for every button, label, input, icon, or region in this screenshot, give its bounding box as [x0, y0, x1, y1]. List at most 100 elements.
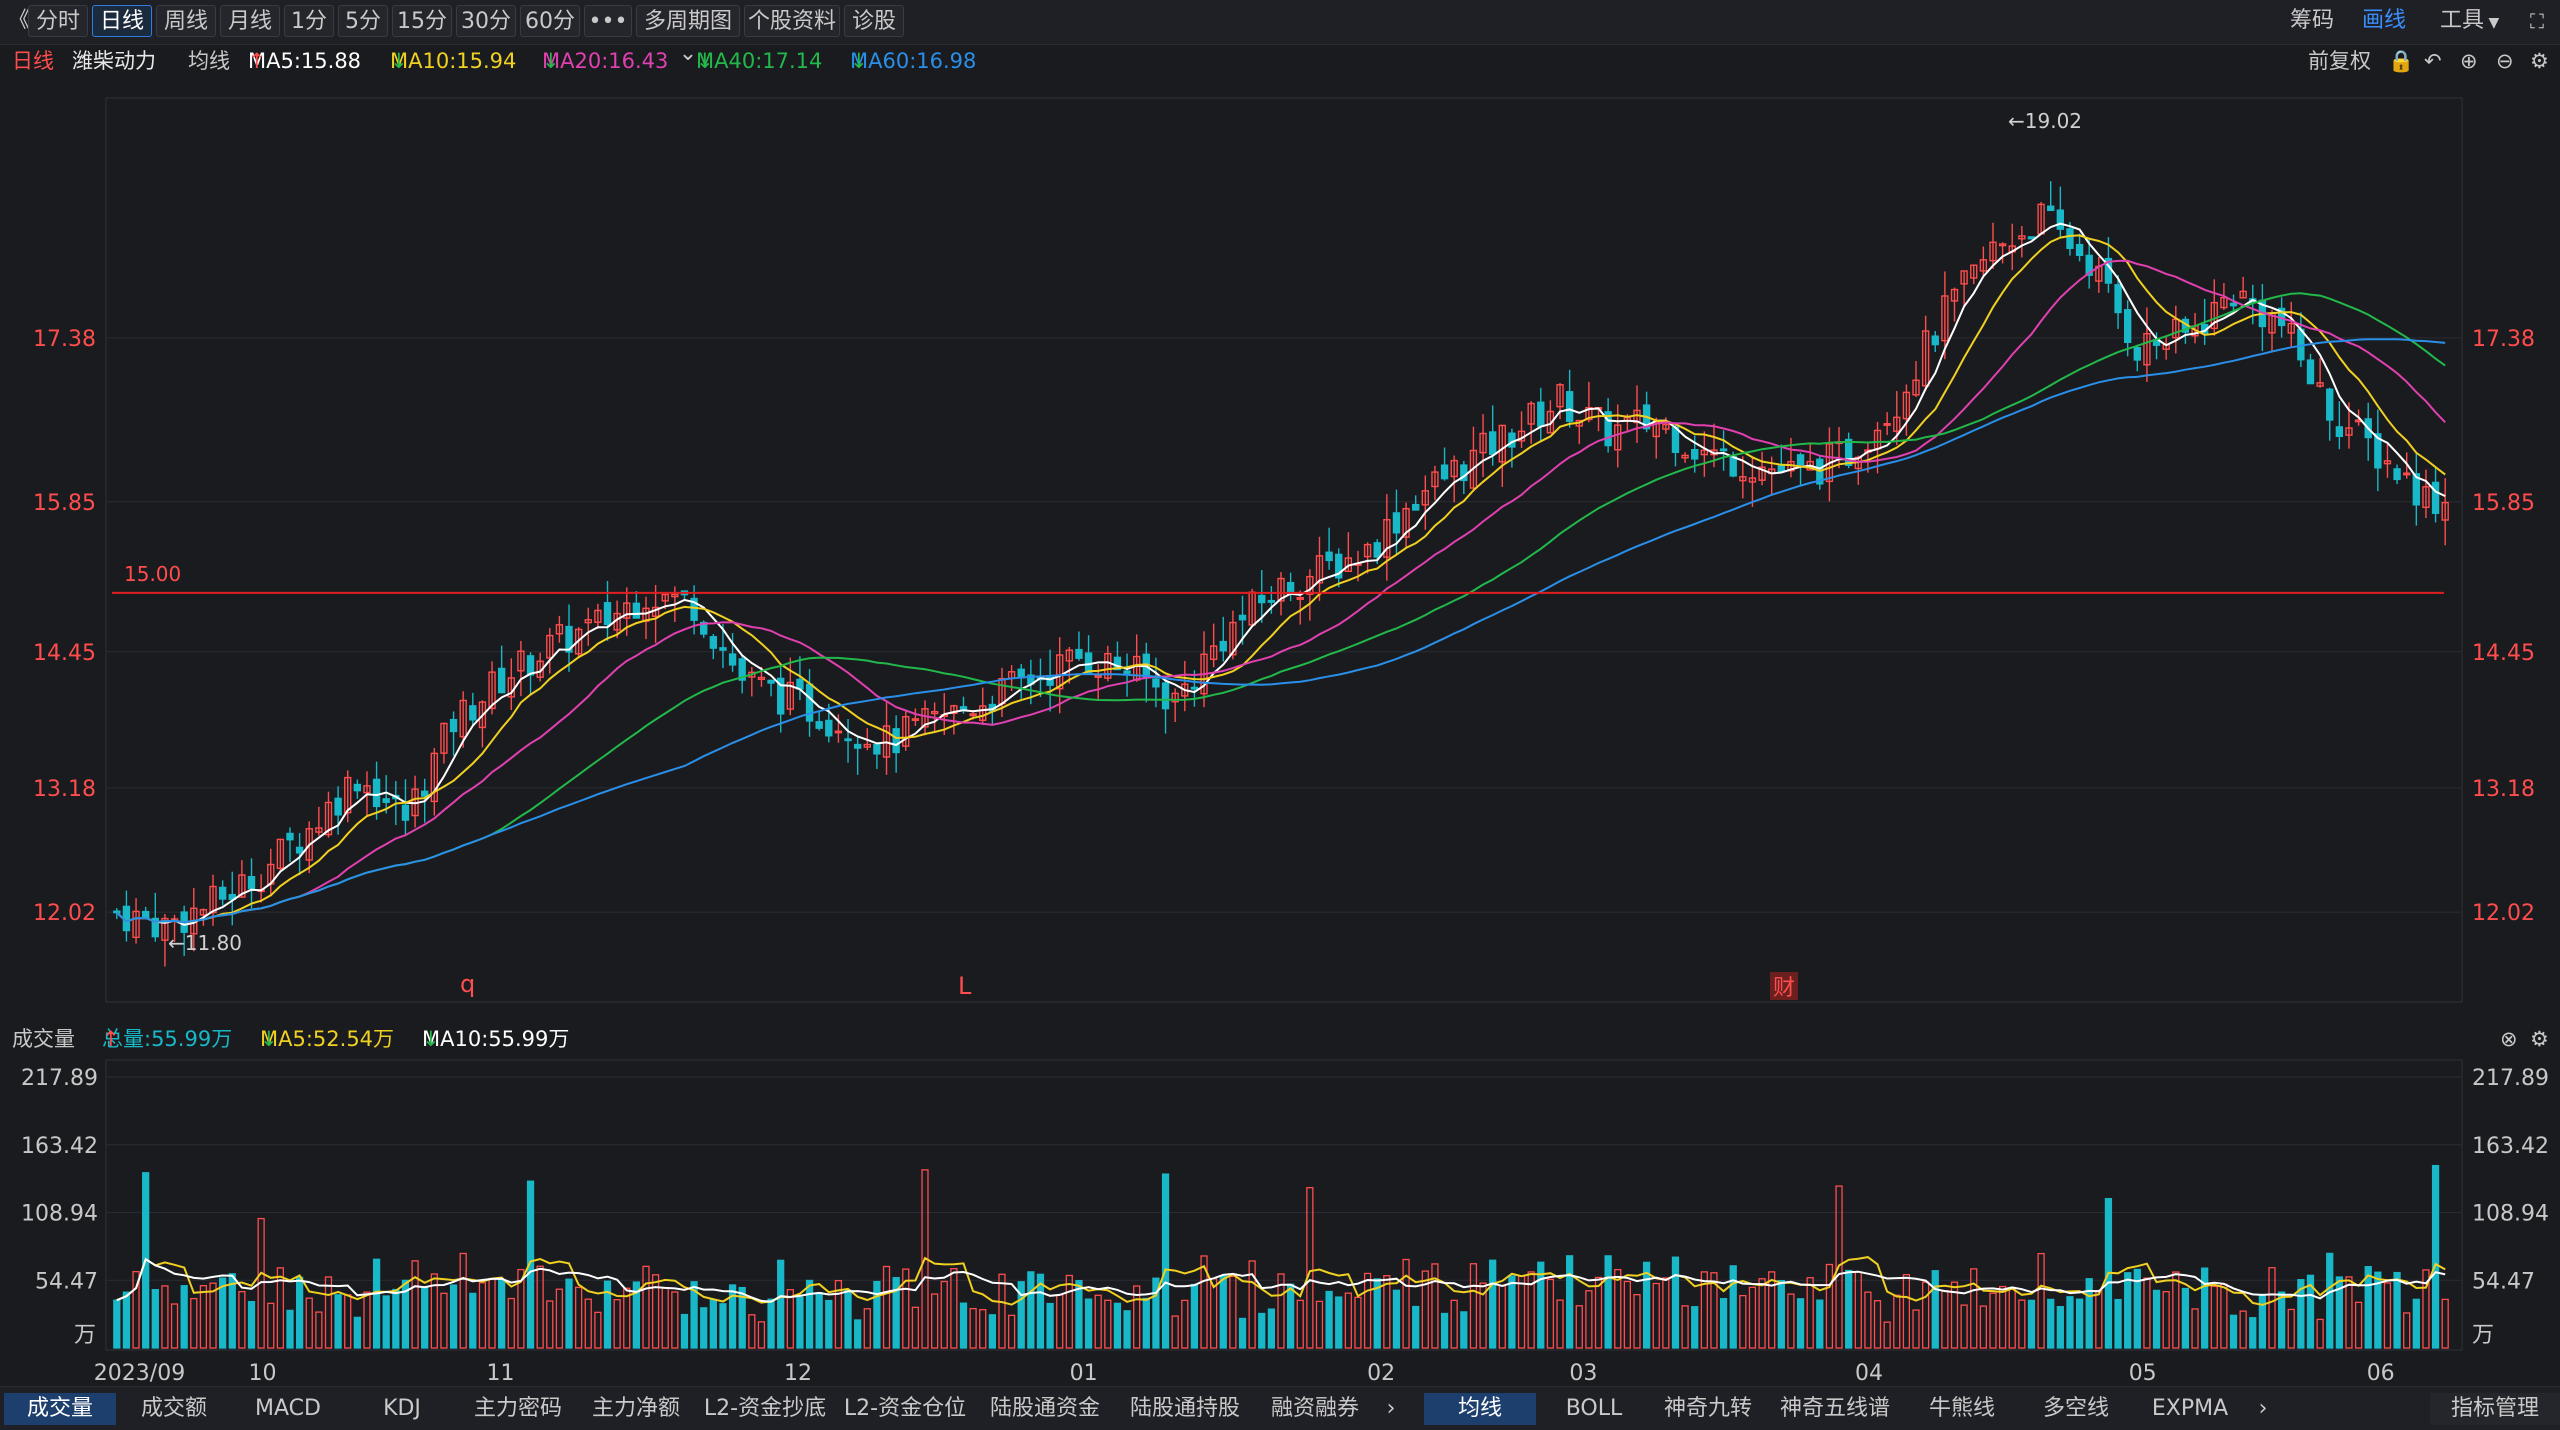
volume-bar — [1950, 1281, 1959, 1349]
chips-button[interactable]: 筹码 — [2290, 8, 2335, 33]
tab-kdj[interactable]: KDJ — [383, 1396, 421, 1421]
candle-body — [1614, 424, 1622, 451]
volume-bar — [498, 1279, 506, 1349]
back-button[interactable]: 《 — [8, 8, 31, 33]
arrow-down-icon: ↓ — [542, 49, 560, 73]
candle-body — [2066, 228, 2074, 249]
lock-icon[interactable]: 🔒 — [2388, 49, 2415, 73]
volume-bar — [199, 1285, 208, 1349]
fullscreen-icon[interactable]: ⛶ — [2530, 9, 2544, 33]
volume-settings-icon[interactable]: ⚙ — [2530, 1027, 2549, 1051]
volume-bar — [2326, 1252, 2334, 1349]
volume-bar — [1412, 1305, 1420, 1349]
volume-bar — [2114, 1298, 2122, 1349]
tab-15min[interactable]: 15分 — [392, 5, 452, 37]
volume-bar — [1710, 1272, 1718, 1349]
volume-bar — [1537, 1261, 1545, 1349]
indicator-manage-button[interactable]: 指标管理 — [2430, 1393, 2560, 1425]
tab-long-short[interactable]: 多空线 — [2042, 1396, 2109, 1421]
volume-bar — [190, 1297, 198, 1349]
candle-body — [2056, 209, 2065, 230]
volume-bar — [401, 1279, 410, 1349]
candle-body — [228, 894, 236, 901]
candle-body — [574, 628, 583, 655]
volume-bar — [930, 1293, 939, 1349]
tab-northbound-fund[interactable]: 陆股通资金 — [989, 1396, 1100, 1421]
candle-body — [449, 718, 458, 733]
tab-macd[interactable]: MACD — [255, 1396, 321, 1421]
draw-line-button[interactable]: 画线 — [2362, 8, 2407, 33]
volume-tick-left: 163.42 — [21, 1134, 98, 1159]
candle-body — [1335, 553, 1343, 579]
tab-magic-five[interactable]: 神奇五线谱 — [1779, 1396, 1890, 1421]
volume-title[interactable]: 成交量 — [12, 1027, 75, 1051]
more-button[interactable]: ••• — [584, 5, 632, 37]
candle-body — [1440, 464, 1449, 480]
tab-northbound-holding[interactable]: 陆股通持股 — [1129, 1396, 1240, 1421]
volume-bar — [834, 1279, 843, 1349]
settings-icon[interactable]: ⚙ — [2530, 49, 2549, 73]
volume-bar — [651, 1274, 660, 1349]
volume-bar — [2364, 1266, 2372, 1349]
candle-body — [1373, 542, 1381, 558]
tab-1min[interactable]: 1分 — [284, 5, 334, 37]
tab-boll[interactable]: BOLL — [1565, 1396, 1623, 1421]
ma20-text: MA20:16.43 — [542, 49, 669, 73]
tab-volume[interactable]: 成交量 — [4, 1393, 116, 1425]
tab-bull-bear[interactable]: 牛熊线 — [1928, 1396, 1995, 1421]
diagnose-button[interactable]: 诊股 — [844, 5, 904, 37]
tab-l2-position[interactable]: L2-资金仓位 — [843, 1396, 967, 1421]
volume-bar — [1190, 1283, 1199, 1349]
x-axis-label: 01 — [1070, 1361, 1098, 1386]
tab-intraday[interactable]: 分时 — [28, 5, 88, 37]
tab-magic-nine[interactable]: 神奇九转 — [1663, 1396, 1752, 1421]
volume-bar — [902, 1268, 910, 1349]
volume-bar — [1748, 1286, 1757, 1349]
volume-bar — [1662, 1277, 1670, 1349]
candle-body — [151, 917, 159, 938]
tab-ma[interactable]: 均线 — [1424, 1393, 1536, 1425]
tab-weekly[interactable]: 周线 — [156, 5, 216, 37]
tools-menu[interactable]: 工具 ▼ — [2440, 5, 2499, 37]
tab-60min[interactable]: 60分 — [520, 5, 580, 37]
tab-main-net[interactable]: 主力净额 — [591, 1396, 680, 1421]
candle-body — [1912, 379, 1920, 396]
volume-bar — [276, 1267, 285, 1349]
tab-turnover[interactable]: 成交额 — [140, 1396, 207, 1421]
stock-profile-button[interactable]: 个股资料 — [744, 5, 840, 37]
zoom-in-icon[interactable]: ⊕ — [2460, 49, 2478, 73]
chevron-right-icon[interactable]: › — [2258, 1396, 2268, 1421]
candle-body — [2027, 236, 2036, 240]
tab-main-code[interactable]: 主力密码 — [473, 1396, 562, 1421]
tab-expma[interactable]: EXPMA — [2151, 1396, 2229, 1421]
finance-marker-bg — [1770, 972, 1798, 1000]
volume-bar — [2133, 1268, 2141, 1349]
tab-daily[interactable]: 日线 — [92, 5, 152, 37]
arrow-down-icon: ↓ — [390, 49, 408, 73]
volume-bar — [1508, 1275, 1516, 1349]
volume-bar — [1825, 1263, 1834, 1349]
volume-bar — [2201, 1267, 2209, 1349]
tab-margin[interactable]: 融资融券 — [1270, 1396, 1359, 1421]
candle-body — [834, 730, 843, 734]
zoom-out-icon[interactable]: ⊖ — [2496, 49, 2514, 73]
indicator-kind[interactable]: 均线 — [188, 49, 230, 73]
candle-body — [295, 846, 304, 854]
tab-30min[interactable]: 30分 — [456, 5, 516, 37]
x-axis-label: 03 — [1569, 1361, 1597, 1386]
kline-chart[interactable]: 17.38 17.38 15.85 15.85 14.45 14.45 13.18 13.18… — [0, 0, 2560, 1386]
price-tick-right: 15.85 — [2472, 491, 2535, 516]
x-axis-label: 10 — [249, 1361, 277, 1386]
volume-bar — [1777, 1280, 1785, 1349]
multi-period-dropdown[interactable]: 多周期图 ⌄ — [636, 5, 740, 66]
tab-l2-bottom[interactable]: L2-资金抄底 — [703, 1396, 827, 1421]
tab-5min[interactable]: 5分 — [338, 5, 388, 37]
candle-body — [1325, 551, 1333, 562]
candle-body — [902, 716, 910, 747]
tab-monthly[interactable]: 月线 — [220, 5, 280, 37]
close-panel-icon[interactable]: ⊗ — [2500, 1027, 2518, 1051]
stock-name[interactable]: 潍柴动力 — [72, 49, 156, 73]
chevron-right-icon[interactable]: › — [1386, 1396, 1396, 1421]
adjust-mode[interactable]: 前复权 — [2308, 49, 2371, 73]
undo-icon[interactable]: ↶ — [2424, 49, 2442, 73]
